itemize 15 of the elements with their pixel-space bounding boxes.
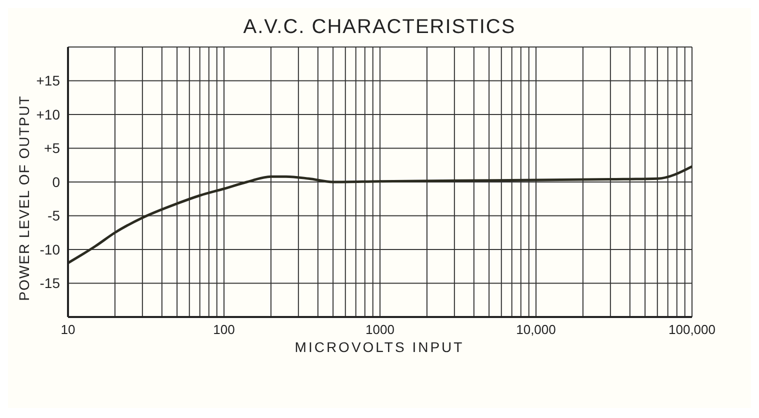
y-tick-label: +15 bbox=[36, 72, 60, 89]
x-axis-title: MICROVOLTS INPUT bbox=[294, 339, 466, 355]
x-tick-label: 100 bbox=[213, 322, 235, 338]
x-tick-label: 100,000 bbox=[668, 322, 716, 338]
y-axis-title: POWER LEVEL OF OUTPUT bbox=[16, 95, 32, 301]
y-tick-label: +5 bbox=[44, 140, 60, 156]
x-tick-label: 1000 bbox=[366, 322, 394, 338]
y-tick-label: 0 bbox=[52, 174, 60, 190]
y-tick-label: +10 bbox=[36, 106, 60, 122]
y-tick-label: -10 bbox=[40, 241, 60, 258]
chart-title: A.V.C. CHARACTERISTICS bbox=[242, 15, 517, 39]
x-tick-label: 10,000 bbox=[516, 322, 556, 338]
y-tick-label: -15 bbox=[40, 275, 60, 292]
y-tick-label: -5 bbox=[48, 208, 60, 224]
x-tick-label: 10 bbox=[60, 322, 76, 338]
